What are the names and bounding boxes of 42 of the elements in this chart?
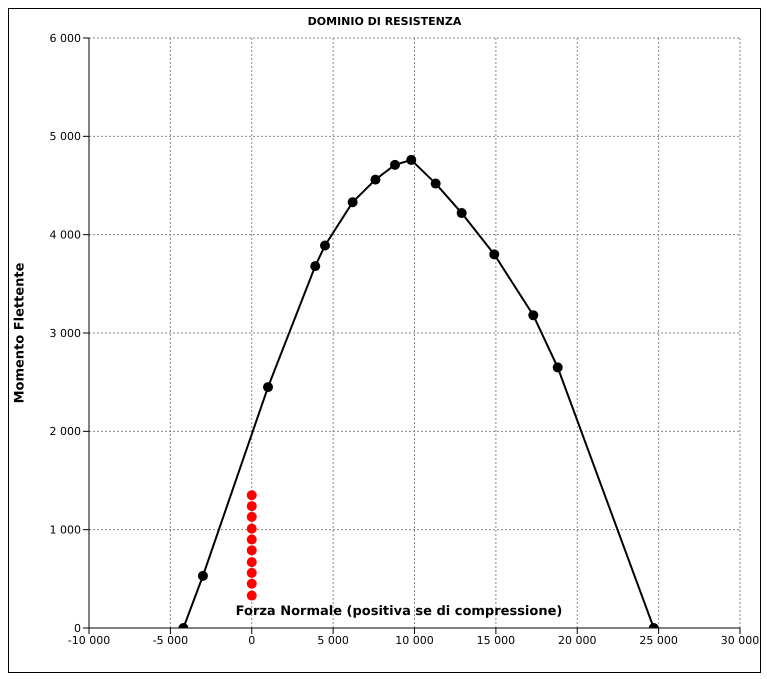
y-tick-label: 5 000: [50, 130, 81, 144]
x-tick-label: 30 000: [720, 634, 760, 647]
point: [246, 534, 257, 544]
point: [489, 249, 500, 260]
point: [406, 154, 416, 165]
point: [246, 568, 257, 578]
y-tick-label: 0: [74, 622, 81, 635]
x-tick-label: 5 000: [317, 634, 349, 647]
point: [456, 208, 467, 218]
y-tick-label: 6 000: [50, 32, 81, 45]
x-tick-label: 15 000: [476, 634, 516, 647]
x-tick-label: 10 000: [395, 634, 434, 647]
point: [390, 160, 400, 170]
y-tick-label: 1 000: [50, 524, 81, 537]
point: [552, 362, 563, 372]
x-tick-label: -10 000: [68, 634, 110, 647]
point: [263, 382, 274, 392]
y-tick-label: 2 000: [50, 425, 81, 438]
point: [246, 490, 257, 500]
point: [348, 197, 358, 208]
point: [246, 578, 257, 589]
point: [246, 512, 257, 522]
point: [246, 545, 257, 556]
chart-title: DOMINIO DI RESISTENZA: [306, 14, 462, 28]
point: [246, 524, 257, 534]
point: [246, 501, 257, 512]
point: [246, 590, 257, 601]
x-tick-label: 25 000: [639, 634, 678, 647]
point: [430, 178, 441, 189]
point: [246, 557, 257, 568]
y-tick-label: 4 000: [50, 228, 81, 242]
x-axis-title: Forza Normale (positiva se di compressione): [236, 604, 562, 619]
x-tick-label: -5 000: [152, 634, 188, 647]
x-tick-label: 20 000: [558, 634, 596, 647]
point: [528, 310, 538, 320]
point: [320, 240, 330, 250]
y-axis-title: Momento Flettente: [12, 262, 28, 404]
point: [370, 174, 380, 185]
x-tick-label: 0: [248, 634, 256, 647]
y-tick-label: 3 000: [50, 326, 81, 340]
point: [310, 261, 320, 272]
point: [198, 570, 208, 581]
